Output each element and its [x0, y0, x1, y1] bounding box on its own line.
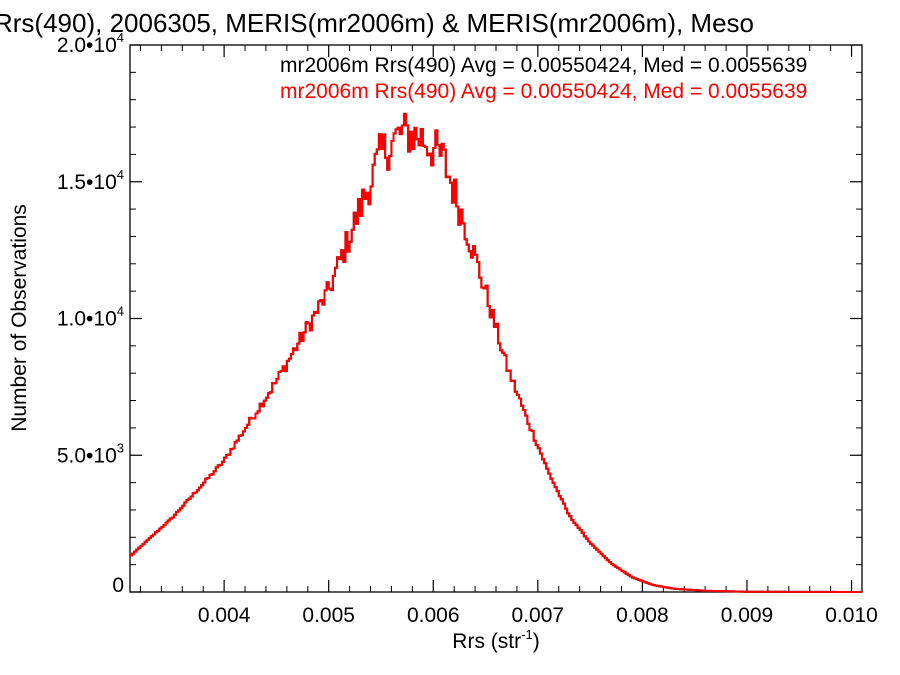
x-tick-label: 0.004 — [198, 604, 251, 627]
x-tick-label: 0.008 — [616, 604, 669, 627]
histogram-series-red — [130, 112, 862, 593]
legend-entry-red: mr2006m Rrs(490) Avg = 0.00550424, Med =… — [280, 80, 807, 103]
y-tick-label-exponent: 4 — [117, 167, 124, 182]
histogram-series-black — [130, 112, 862, 593]
x-axis-ticks: 0.004 0.005 0.006 0.007 0.008 0.009 0.010 — [139, 45, 878, 627]
x-tick-label: 0.005 — [302, 604, 355, 627]
y-tick-label-mantissa: 0 — [112, 574, 124, 597]
y-tick-label-exponent: 3 — [117, 440, 124, 455]
x-axis-label: Rrs (str-1) — [452, 627, 539, 653]
x-tick-label: 0.010 — [825, 604, 878, 627]
y-tick-label: 5.0•103 — [57, 440, 124, 467]
y-tick-label-mantissa: 2.0•10 — [57, 34, 117, 57]
x-tick-label: 0.006 — [407, 604, 460, 627]
chart-title: Rrs(490), 2006305, MERIS(mr2006m) & MERI… — [0, 8, 754, 38]
x-tick-label: 0.007 — [512, 604, 565, 627]
y-axis-label: Number of Observations — [8, 204, 31, 432]
y-tick-label-mantissa: 1.5•10 — [57, 171, 117, 194]
y-tick-label-exponent: 4 — [117, 30, 124, 45]
legend-entry-black: mr2006m Rrs(490) Avg = 0.00550424, Med =… — [280, 54, 807, 77]
y-tick-label-mantissa: 1.0•10 — [57, 308, 117, 331]
y-tick-label: 2.0•104 — [57, 30, 124, 57]
y-tick-label-exponent: 4 — [117, 304, 124, 319]
y-tick-label: 1.0•104 — [57, 304, 124, 331]
x-tick-label: 0.009 — [721, 604, 774, 627]
y-tick-label: 0 — [112, 574, 124, 597]
y-tick-label: 1.5•104 — [57, 167, 124, 194]
y-tick-label-mantissa: 5.0•10 — [57, 444, 117, 467]
x-axis-label-close: ) — [533, 630, 540, 653]
x-axis-label-superscript: -1 — [521, 627, 533, 642]
plot-frame — [129, 44, 863, 593]
x-axis-label-text: Rrs (str — [452, 630, 521, 653]
